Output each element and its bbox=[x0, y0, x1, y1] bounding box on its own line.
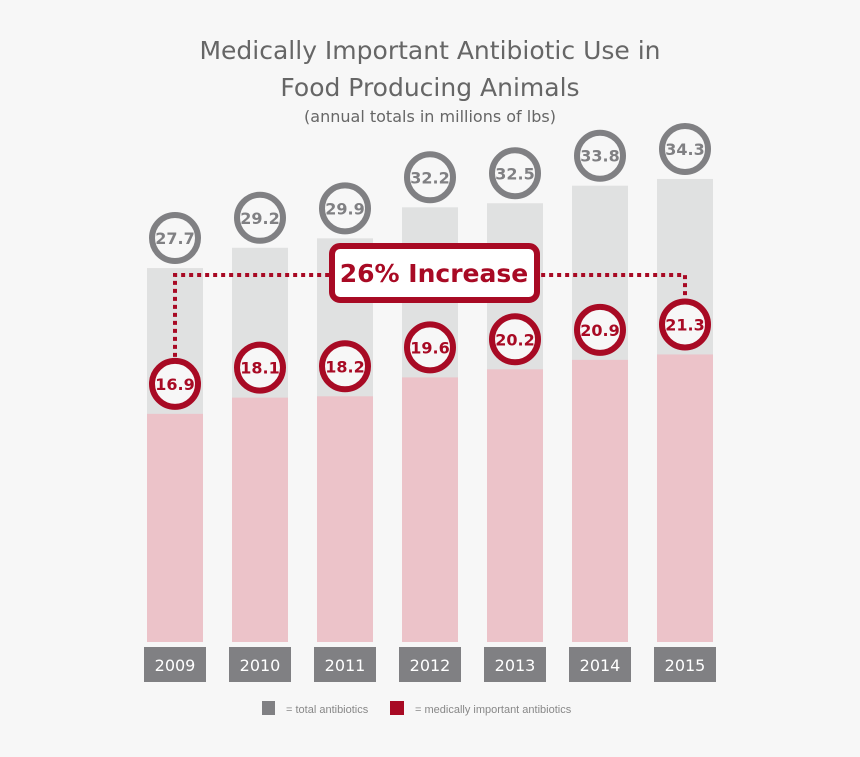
medical-bar bbox=[232, 397, 288, 642]
x-tick-label: 2014 bbox=[580, 656, 621, 675]
legend-swatch-medical bbox=[390, 701, 404, 715]
medical-bar bbox=[317, 396, 373, 642]
year-box bbox=[229, 647, 291, 682]
medical-value-circle bbox=[149, 357, 201, 410]
legend-swatch-total bbox=[262, 701, 275, 715]
medical-data-label: 21.3 bbox=[665, 315, 704, 334]
legend-label-total: = total antibiotics bbox=[286, 704, 369, 716]
total-data-label: 32.5 bbox=[495, 164, 534, 183]
total-data-label: 29.9 bbox=[325, 199, 364, 218]
total-value-circle bbox=[489, 147, 541, 200]
year-box bbox=[569, 647, 631, 682]
x-tick-label: 2010 bbox=[240, 656, 281, 675]
medical-bar bbox=[147, 413, 203, 642]
x-tick-label: 2009 bbox=[155, 656, 196, 675]
total-value-circle bbox=[574, 129, 626, 182]
medical-bar bbox=[657, 354, 713, 642]
x-tick-label: 2011 bbox=[325, 656, 366, 675]
medical-value-circle bbox=[659, 298, 711, 351]
medical-bar bbox=[487, 369, 543, 642]
year-box bbox=[399, 647, 461, 682]
medical-data-label: 20.9 bbox=[580, 321, 619, 340]
chart-title-line1: Medically Important Antibiotic Use in bbox=[199, 36, 661, 65]
total-data-label: 34.3 bbox=[665, 140, 704, 159]
medical-value-circle bbox=[234, 341, 286, 394]
chart-subtitle: (annual totals in millions of lbs) bbox=[304, 107, 556, 126]
medical-value-circle bbox=[319, 340, 371, 393]
total-data-label: 32.2 bbox=[410, 168, 449, 187]
medical-value-circle bbox=[489, 313, 541, 366]
chart-title-line2: Food Producing Animals bbox=[280, 73, 580, 102]
medical-value-circle bbox=[404, 321, 456, 374]
total-value-circle bbox=[319, 182, 371, 235]
total-data-label: 27.7 bbox=[155, 229, 194, 248]
medical-data-label: 18.1 bbox=[240, 359, 279, 378]
legend-label-medical: = medically important antibiotics bbox=[415, 704, 572, 716]
total-data-label: 29.2 bbox=[240, 209, 279, 228]
annotation-text: 26% Increase bbox=[340, 259, 528, 288]
medical-bar bbox=[572, 359, 628, 642]
x-tick-label: 2012 bbox=[410, 656, 451, 675]
x-tick-label: 2013 bbox=[495, 656, 536, 675]
year-box bbox=[314, 647, 376, 682]
x-tick-label: 2015 bbox=[665, 656, 706, 675]
medical-data-label: 19.6 bbox=[410, 338, 449, 357]
year-box bbox=[144, 647, 206, 682]
total-data-label: 33.8 bbox=[580, 147, 619, 166]
total-value-circle bbox=[404, 151, 456, 204]
year-box bbox=[484, 647, 546, 682]
total-value-circle bbox=[234, 191, 286, 244]
medical-value-circle bbox=[574, 303, 626, 356]
annotation-box bbox=[329, 243, 540, 303]
medical-bar bbox=[402, 377, 458, 642]
total-value-circle bbox=[149, 212, 201, 265]
medical-data-label: 20.2 bbox=[495, 330, 534, 349]
medical-data-label: 16.9 bbox=[155, 375, 194, 394]
total-value-circle bbox=[659, 122, 711, 175]
year-box bbox=[654, 647, 716, 682]
medical-data-label: 18.2 bbox=[325, 357, 364, 376]
